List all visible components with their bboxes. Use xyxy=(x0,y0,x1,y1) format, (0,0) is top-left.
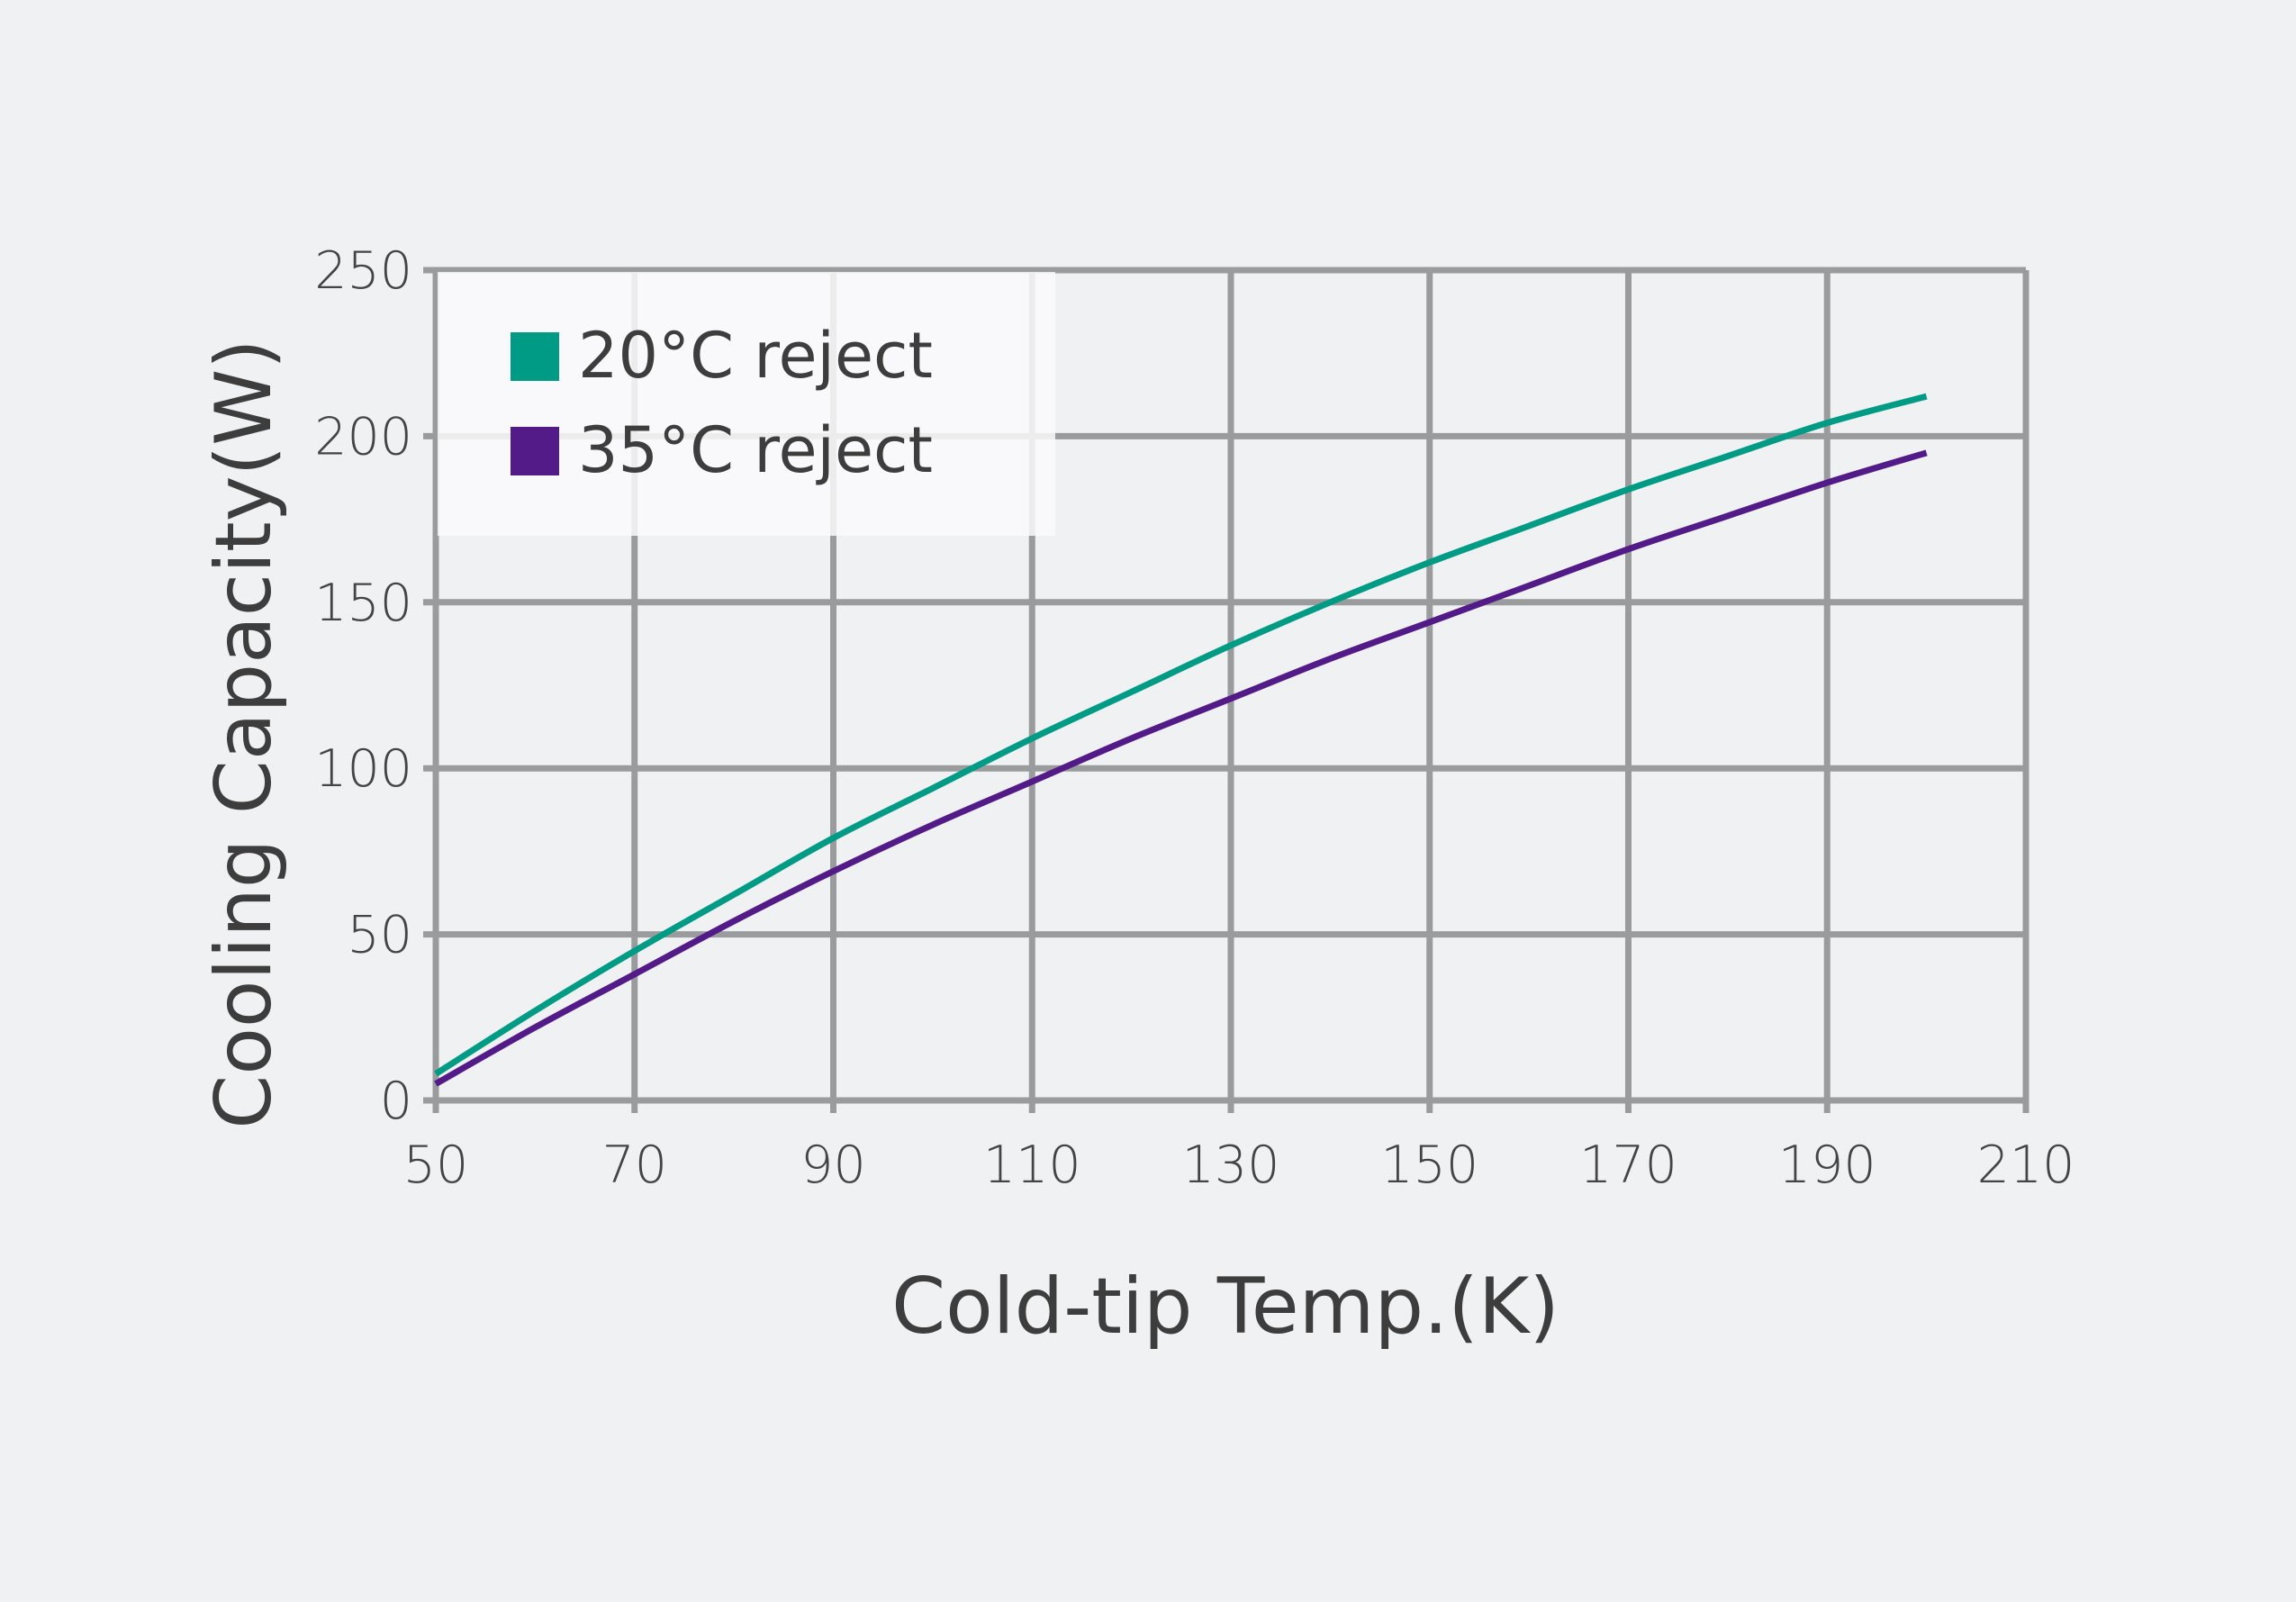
x-tick-label: 50 xyxy=(403,1136,469,1195)
x-tick-label: 150 xyxy=(1380,1136,1478,1195)
y-tick-label: 250 xyxy=(314,241,412,301)
y-tick-label: 100 xyxy=(314,739,412,799)
series-lines xyxy=(434,393,1928,1087)
series-line xyxy=(434,449,1928,1087)
x-tick-label: 110 xyxy=(983,1136,1081,1195)
x-tick-label: 70 xyxy=(601,1136,667,1195)
y-tick-label: 150 xyxy=(314,574,412,633)
x-axis-title: Cold-tip Temp.(K) xyxy=(891,1262,1559,1352)
legend-label: 35°C reject xyxy=(578,413,933,487)
y-tick-label: 50 xyxy=(347,906,412,965)
legend-box xyxy=(438,272,1055,536)
x-tick-label: 190 xyxy=(1778,1136,1876,1195)
legend-swatch xyxy=(511,427,559,475)
y-tick-label: 200 xyxy=(314,407,412,466)
legend-label: 20°C reject xyxy=(578,319,933,393)
x-tick-label: 130 xyxy=(1182,1136,1280,1195)
x-tick-label: 210 xyxy=(1977,1136,2075,1195)
legend-swatch xyxy=(511,332,559,381)
grid xyxy=(423,267,2029,1113)
series-line xyxy=(434,393,1928,1077)
legend: 20°C reject 35°C reject xyxy=(438,272,1055,536)
y-axis-title: Cooling Capacity(W) xyxy=(199,339,289,1128)
x-tick-label: 170 xyxy=(1579,1136,1677,1195)
x-tick-label: 90 xyxy=(800,1136,866,1195)
y-tick-label: 0 xyxy=(380,1072,412,1131)
